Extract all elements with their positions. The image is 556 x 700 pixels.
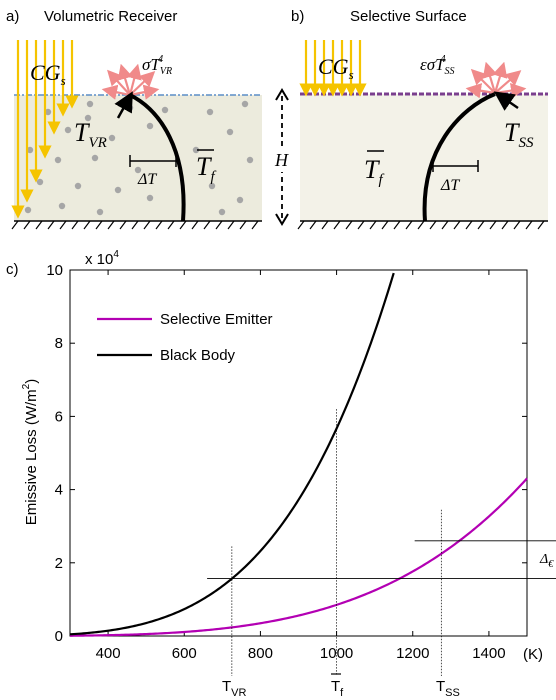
panel-a-letter: a) [6,8,19,25]
panel-b-delta-bracket [432,160,479,172]
y-tick-label: 8 [55,335,63,352]
x-tick-label: 400 [96,645,121,662]
series-line-selective-emitter [69,477,528,637]
panel-b-flux-arrows [299,40,367,97]
delta-annotation: Δ€ [539,552,554,570]
panel-a-temp-label: TVR [74,118,107,151]
panel-a-delta-bracket [129,155,177,167]
panel-b: b) Selective Surface CGs εσTSS4 TSS Tf [291,8,548,230]
y-multiplier: x 104 [85,249,119,268]
panel-a-floor-hatch [11,220,259,230]
panel-a-temperature-profile [129,93,186,222]
y-tick-label: 0 [55,628,63,645]
panel-a-emission-label: σTVR4 [142,54,172,77]
panel-c: c) x 104 Emissive Loss (W/m2) 400 600 800 1… [6,249,556,699]
legend-label-black-body: Black Body [160,347,236,364]
marker-label-t-vr: TVR [222,678,247,699]
panel-b-fluid-label: Tf [364,155,384,188]
y-tick-label: 2 [55,555,63,572]
x-unit-label: (K) [523,646,543,663]
panel-a-temp-arrow [114,91,133,119]
y-axis-label: Emissive Loss (W/m2) [21,379,40,525]
y-tick-label: 4 [55,482,63,499]
panel-b-emission-label: εσTSS4 [420,54,455,77]
panel-b-temperature-profile [422,92,496,222]
marker-label-t-ss: TSS [436,678,460,699]
panel-b-temp-arrow [493,91,519,111]
x-tick-label: 600 [172,645,197,662]
x-tick-label: 1200 [396,645,429,662]
x-tick-label: 1400 [472,645,505,662]
panel-b-temp-label: TSS [504,118,534,151]
plot-frame [69,269,528,637]
panel-b-delta-label: ΔT [440,177,460,194]
panel-a-flux-label: CGs [30,60,66,88]
legend-label-selective-emitter: Selective Emitter [160,311,273,328]
y-tick-label: 6 [55,408,63,425]
height-dimension: H [272,88,292,226]
incident-flux-arrows [11,40,79,219]
panel-b-flux-label: CGs [318,54,354,82]
panel-b-letter: b) [291,8,304,25]
panel-b-floor-hatch [297,220,545,230]
x-tick-label: 800 [248,645,273,662]
height-label: H [274,150,289,170]
volumetric-medium [14,95,262,221]
panel-a-fluid-label: Tf [196,152,216,185]
panel-b-title: Selective Surface [350,8,467,25]
marker-label-t-f: Tf [331,678,344,699]
panel-b-emission-arrows [465,61,527,99]
panel-a-delta-label: ΔT [137,171,157,188]
panel-a: a) Volumetric Receiver CGs [6,8,262,230]
panel-a-title: Volumetric Receiver [44,8,177,25]
panel-c-letter: c) [6,261,19,278]
y-tick-label: 10 [46,262,63,279]
